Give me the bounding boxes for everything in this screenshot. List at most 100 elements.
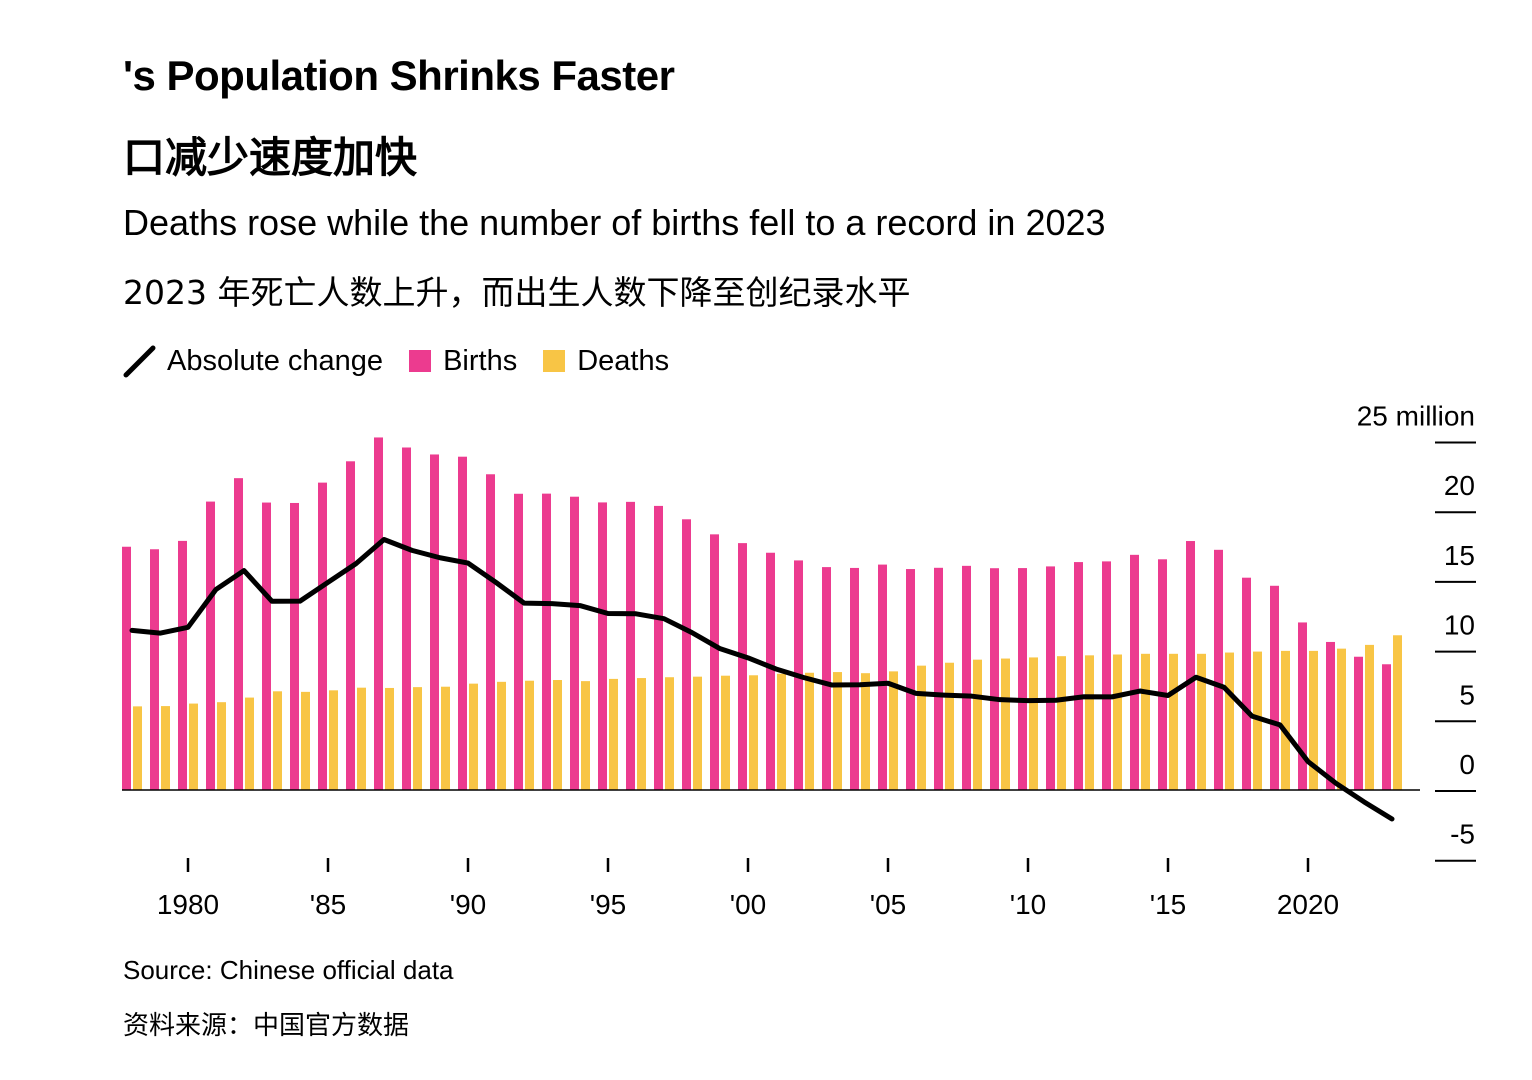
deaths-bar [637,678,646,790]
deaths-bar [469,683,478,790]
y-tick-label: 20 [1444,470,1475,501]
births-bar [1298,622,1307,790]
deaths-bar [385,687,394,790]
births-bar [1158,559,1167,790]
births-bar [318,482,327,790]
legend-label-deaths: Deaths [577,344,670,377]
deaths-bar [805,672,814,790]
births-bar [290,502,299,790]
births-bar [682,519,691,790]
deaths-bar [917,665,926,790]
x-tick-label: 2020 [1277,889,1339,920]
deaths-bar [329,690,338,790]
deaths-bar [1281,650,1290,790]
deaths-bar [1309,650,1318,790]
births-bar [766,552,775,790]
deaths-bar [945,662,954,790]
deaths-bar [441,686,450,790]
births-bar [990,568,999,790]
legend: Absolute change Births Deaths [123,343,695,379]
births-bar [822,567,831,790]
x-tick-label: '95 [590,889,627,920]
deaths-bar [1225,652,1234,790]
births-bar [402,447,411,790]
births-bar [1186,541,1195,790]
births-bar [346,461,355,790]
deaths-bar [1057,656,1066,790]
x-tick-label: 1980 [157,889,219,920]
births-bar [206,501,215,790]
births-bar [626,501,635,790]
births-bar [514,493,523,790]
deaths-bar [581,681,590,790]
births-bar [122,546,131,790]
deaths-bar [833,672,842,790]
legend-label-change: Absolute change [167,344,384,377]
births-bar [1102,561,1111,790]
deaths-bar [721,675,730,790]
change-line [129,536,1395,822]
deaths-bar [273,691,282,790]
x-tick-label: '10 [1010,889,1047,920]
deaths-bar [161,706,170,790]
births-bar [486,474,495,790]
births-bar [570,496,579,790]
chart-subtitle-chinese: 2023 年死亡人数上升，而出生人数下降至创纪录水平 [123,273,911,312]
deaths-bar [973,659,982,790]
deaths-bar [1113,654,1122,790]
deaths-bar [777,673,786,790]
deaths-bar [189,703,198,790]
births-bar [374,437,383,790]
y-tick-label: 5 [1459,679,1475,710]
x-tick-label: '15 [1150,889,1187,920]
chart-subtitle: Deaths rose while the number of births f… [123,202,1106,243]
deaths-bar [1393,635,1402,790]
source-note-chinese: 资料来源：中国官方数据 [123,1011,410,1041]
deaths-bar [133,706,142,790]
legend-label-births: Births [443,344,518,377]
chart-title-chinese: 口减少速度加快 [123,133,418,182]
deaths-bar [301,691,310,790]
x-tick-label: '90 [450,889,487,920]
deaths-bar [749,675,758,790]
deaths-bar [1141,653,1150,790]
y-tick-label: 25 million [1357,401,1475,432]
deaths-bar [1253,651,1262,790]
births-bar [962,565,971,790]
y-tick-label: -5 [1450,819,1475,850]
births-bar [738,543,747,790]
deaths-bar [693,676,702,790]
births-bar [934,567,943,790]
deaths-bar [889,671,898,790]
births-bar [262,502,271,790]
deaths-bar [861,673,870,790]
births-bar [654,505,663,790]
births-bar [850,567,859,790]
deaths-bar [1337,648,1346,790]
births-bar [178,540,187,790]
births-bar [906,569,915,790]
deaths-bar [553,680,562,790]
births-bar [1326,641,1335,790]
births-bar [1130,554,1139,790]
deaths-bar [665,677,674,790]
deaths-bar [1169,653,1178,790]
births-bar [542,493,551,790]
deaths-bar [497,681,506,790]
births-bar [1354,656,1363,790]
births-bar [1074,562,1083,790]
x-tick-label: '00 [730,889,767,920]
deaths-bar [413,687,422,790]
deaths-swatch-icon [543,350,566,372]
births-bar [710,534,719,790]
births-bar [1242,577,1251,790]
births-bar [234,478,243,790]
births-swatch-icon [409,350,432,372]
legend-item-deaths: Deaths [543,345,669,378]
births-bar [150,549,159,790]
deaths-bar [217,702,226,790]
legend-item-change: Absolute change [123,344,383,378]
births-bar [430,454,439,790]
line-swatch-icon [123,345,156,378]
